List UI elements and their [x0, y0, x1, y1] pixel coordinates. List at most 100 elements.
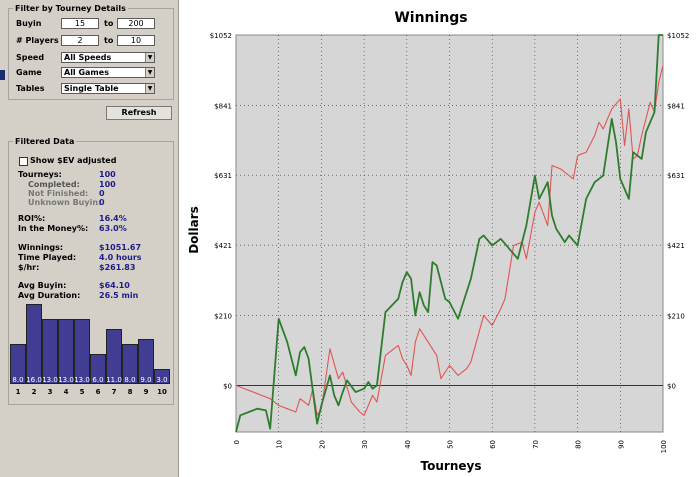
- summary-key: Avg Duration:: [18, 291, 81, 300]
- winnings-line: [235, 34, 663, 433]
- players-max-field[interactable]: 10: [117, 35, 155, 46]
- histogram-bar-label: 16.0: [26, 376, 42, 384]
- histogram-bar: [74, 319, 90, 384]
- players-to-label: to: [104, 36, 114, 45]
- buyin-max-field[interactable]: 200: [117, 18, 155, 29]
- x-tick-label: 0: [233, 440, 241, 444]
- filtered-data-group: Filtered Data: [8, 137, 174, 405]
- summary-value: 100: [99, 180, 116, 189]
- histogram-bar-label: 6.0: [92, 376, 104, 384]
- filter-group-title: Filter by Tourney Details: [15, 4, 126, 13]
- histogram-place-label: 10: [157, 388, 167, 396]
- summary-value: 26.5 min: [99, 291, 139, 300]
- y-tick-label-left: $631: [214, 172, 232, 180]
- x-tick-label: 50: [447, 440, 455, 449]
- game-select[interactable]: All Games ▼: [61, 67, 155, 78]
- winnings-chart: Winnings Dollars Tourneys 0 10 20 30 40 50 60 7…: [187, 10, 690, 473]
- x-tick-label: 60: [489, 440, 497, 449]
- summary-key: Winnings:: [18, 243, 64, 252]
- summary-key: Unknown Buyin:: [28, 198, 102, 207]
- plot-background: [235, 34, 664, 433]
- histogram-bar: [90, 354, 106, 384]
- histogram-bar: [58, 319, 74, 384]
- x-tick-label: 20: [318, 440, 326, 449]
- y-tick-label-right: $210: [667, 312, 685, 320]
- left-panel: Filter by Tourney Details Buyin 15 to 20…: [0, 0, 179, 477]
- histogram-bar-label: 13.0: [42, 376, 58, 384]
- histogram-bar-label: 3.0: [156, 376, 168, 384]
- summary-key: $/hr:: [18, 263, 40, 272]
- histogram-place-label: 4: [63, 388, 69, 396]
- players-min-field[interactable]: 2: [61, 35, 99, 46]
- summary-key: In the Money%:: [18, 224, 89, 233]
- summary-key: Not Finished:: [28, 189, 89, 198]
- y-tick-label-right: $1052: [667, 32, 689, 40]
- x-tick-label: 30: [361, 440, 369, 449]
- summary-value: 0: [99, 198, 105, 207]
- ev-adjusted-line: [235, 65, 664, 416]
- panel-marker: [0, 70, 5, 80]
- chevron-down-icon[interactable]: ▼: [145, 68, 154, 77]
- histogram-bar-label: 8.0: [12, 376, 24, 384]
- chart-title: Winnings: [394, 10, 467, 26]
- histogram-bar-label: 9.0: [140, 376, 152, 384]
- histogram-place-label: 1: [15, 388, 21, 396]
- y-tick-label-left: $1052: [210, 32, 232, 40]
- histogram-bar: [42, 319, 58, 384]
- histogram-bar: [26, 304, 42, 384]
- show-ev-checkbox[interactable]: [19, 157, 28, 166]
- summary-key: ROI%:: [18, 214, 46, 223]
- x-tick-label: 90: [617, 440, 625, 449]
- plot-area: 0 10 20 30 40 50 60 70 80 90 100 $0 $0 $210 $210 $421 $4…: [210, 32, 690, 453]
- players-label: # Players: [16, 36, 59, 45]
- histogram-bar: [122, 344, 138, 384]
- speed-select[interactable]: All Speeds ▼: [61, 52, 155, 63]
- y-tick-label-right: $631: [667, 172, 685, 180]
- histogram-bar-label: 8.0: [124, 376, 136, 384]
- speed-select-value: All Speeds: [64, 53, 112, 62]
- y-tick-label-left: $421: [214, 242, 232, 250]
- buyin-to-label: to: [104, 19, 114, 28]
- tables-select-value: Single Table: [64, 84, 119, 93]
- histogram-bar: [138, 339, 154, 384]
- summary-value: $64.10: [99, 281, 130, 290]
- y-tick-label-right: $421: [667, 242, 685, 250]
- x-tick-label: 80: [575, 440, 583, 449]
- chevron-down-icon[interactable]: ▼: [145, 84, 154, 93]
- summary-key: Time Played:: [18, 253, 77, 262]
- histogram-place-label: 3: [47, 388, 53, 396]
- show-ev-label: Show $EV adjusted: [30, 156, 117, 165]
- refresh-button[interactable]: Refresh: [106, 106, 172, 120]
- summary-value: 16.4%: [99, 214, 127, 223]
- histogram-bar-label: 11.0: [106, 376, 122, 384]
- y-tick-label-right: $841: [667, 102, 685, 110]
- filtered-data-title: Filtered Data: [15, 137, 75, 146]
- tables-label: Tables: [16, 84, 45, 93]
- tables-select[interactable]: Single Table ▼: [61, 83, 155, 94]
- x-tick-label: 40: [404, 440, 412, 449]
- chevron-down-icon[interactable]: ▼: [145, 53, 154, 62]
- summary-value: 100: [99, 170, 116, 179]
- y-tick-label-left: $841: [214, 102, 232, 110]
- summary-value: $261.83: [99, 263, 136, 272]
- buyin-label: Buyin: [16, 19, 42, 28]
- histogram-place-label: 9: [143, 388, 149, 396]
- histogram-place-label: 2: [31, 388, 37, 396]
- x-tick-label: 100: [660, 440, 668, 453]
- summary-value: 4.0 hours: [99, 253, 142, 262]
- y-tick-label-left: $210: [214, 312, 232, 320]
- summary-value: 0: [99, 189, 105, 198]
- histogram-place-label: 8: [127, 388, 133, 396]
- game-label: Game: [16, 68, 42, 77]
- histogram-place-label: 6: [95, 388, 101, 396]
- buyin-min-field[interactable]: 15: [61, 18, 99, 29]
- x-tick-label: 10: [276, 440, 284, 449]
- speed-label: Speed: [16, 53, 45, 62]
- histogram-bar: [154, 369, 170, 384]
- histogram-bar-label: 13.0: [58, 376, 74, 384]
- histogram-bar: [106, 329, 122, 384]
- summary-key: Avg Buyin:: [18, 281, 67, 290]
- y-axis-label: Dollars: [187, 206, 201, 254]
- summary-key: Completed:: [28, 180, 80, 189]
- y-tick-label-right: $0: [667, 382, 676, 390]
